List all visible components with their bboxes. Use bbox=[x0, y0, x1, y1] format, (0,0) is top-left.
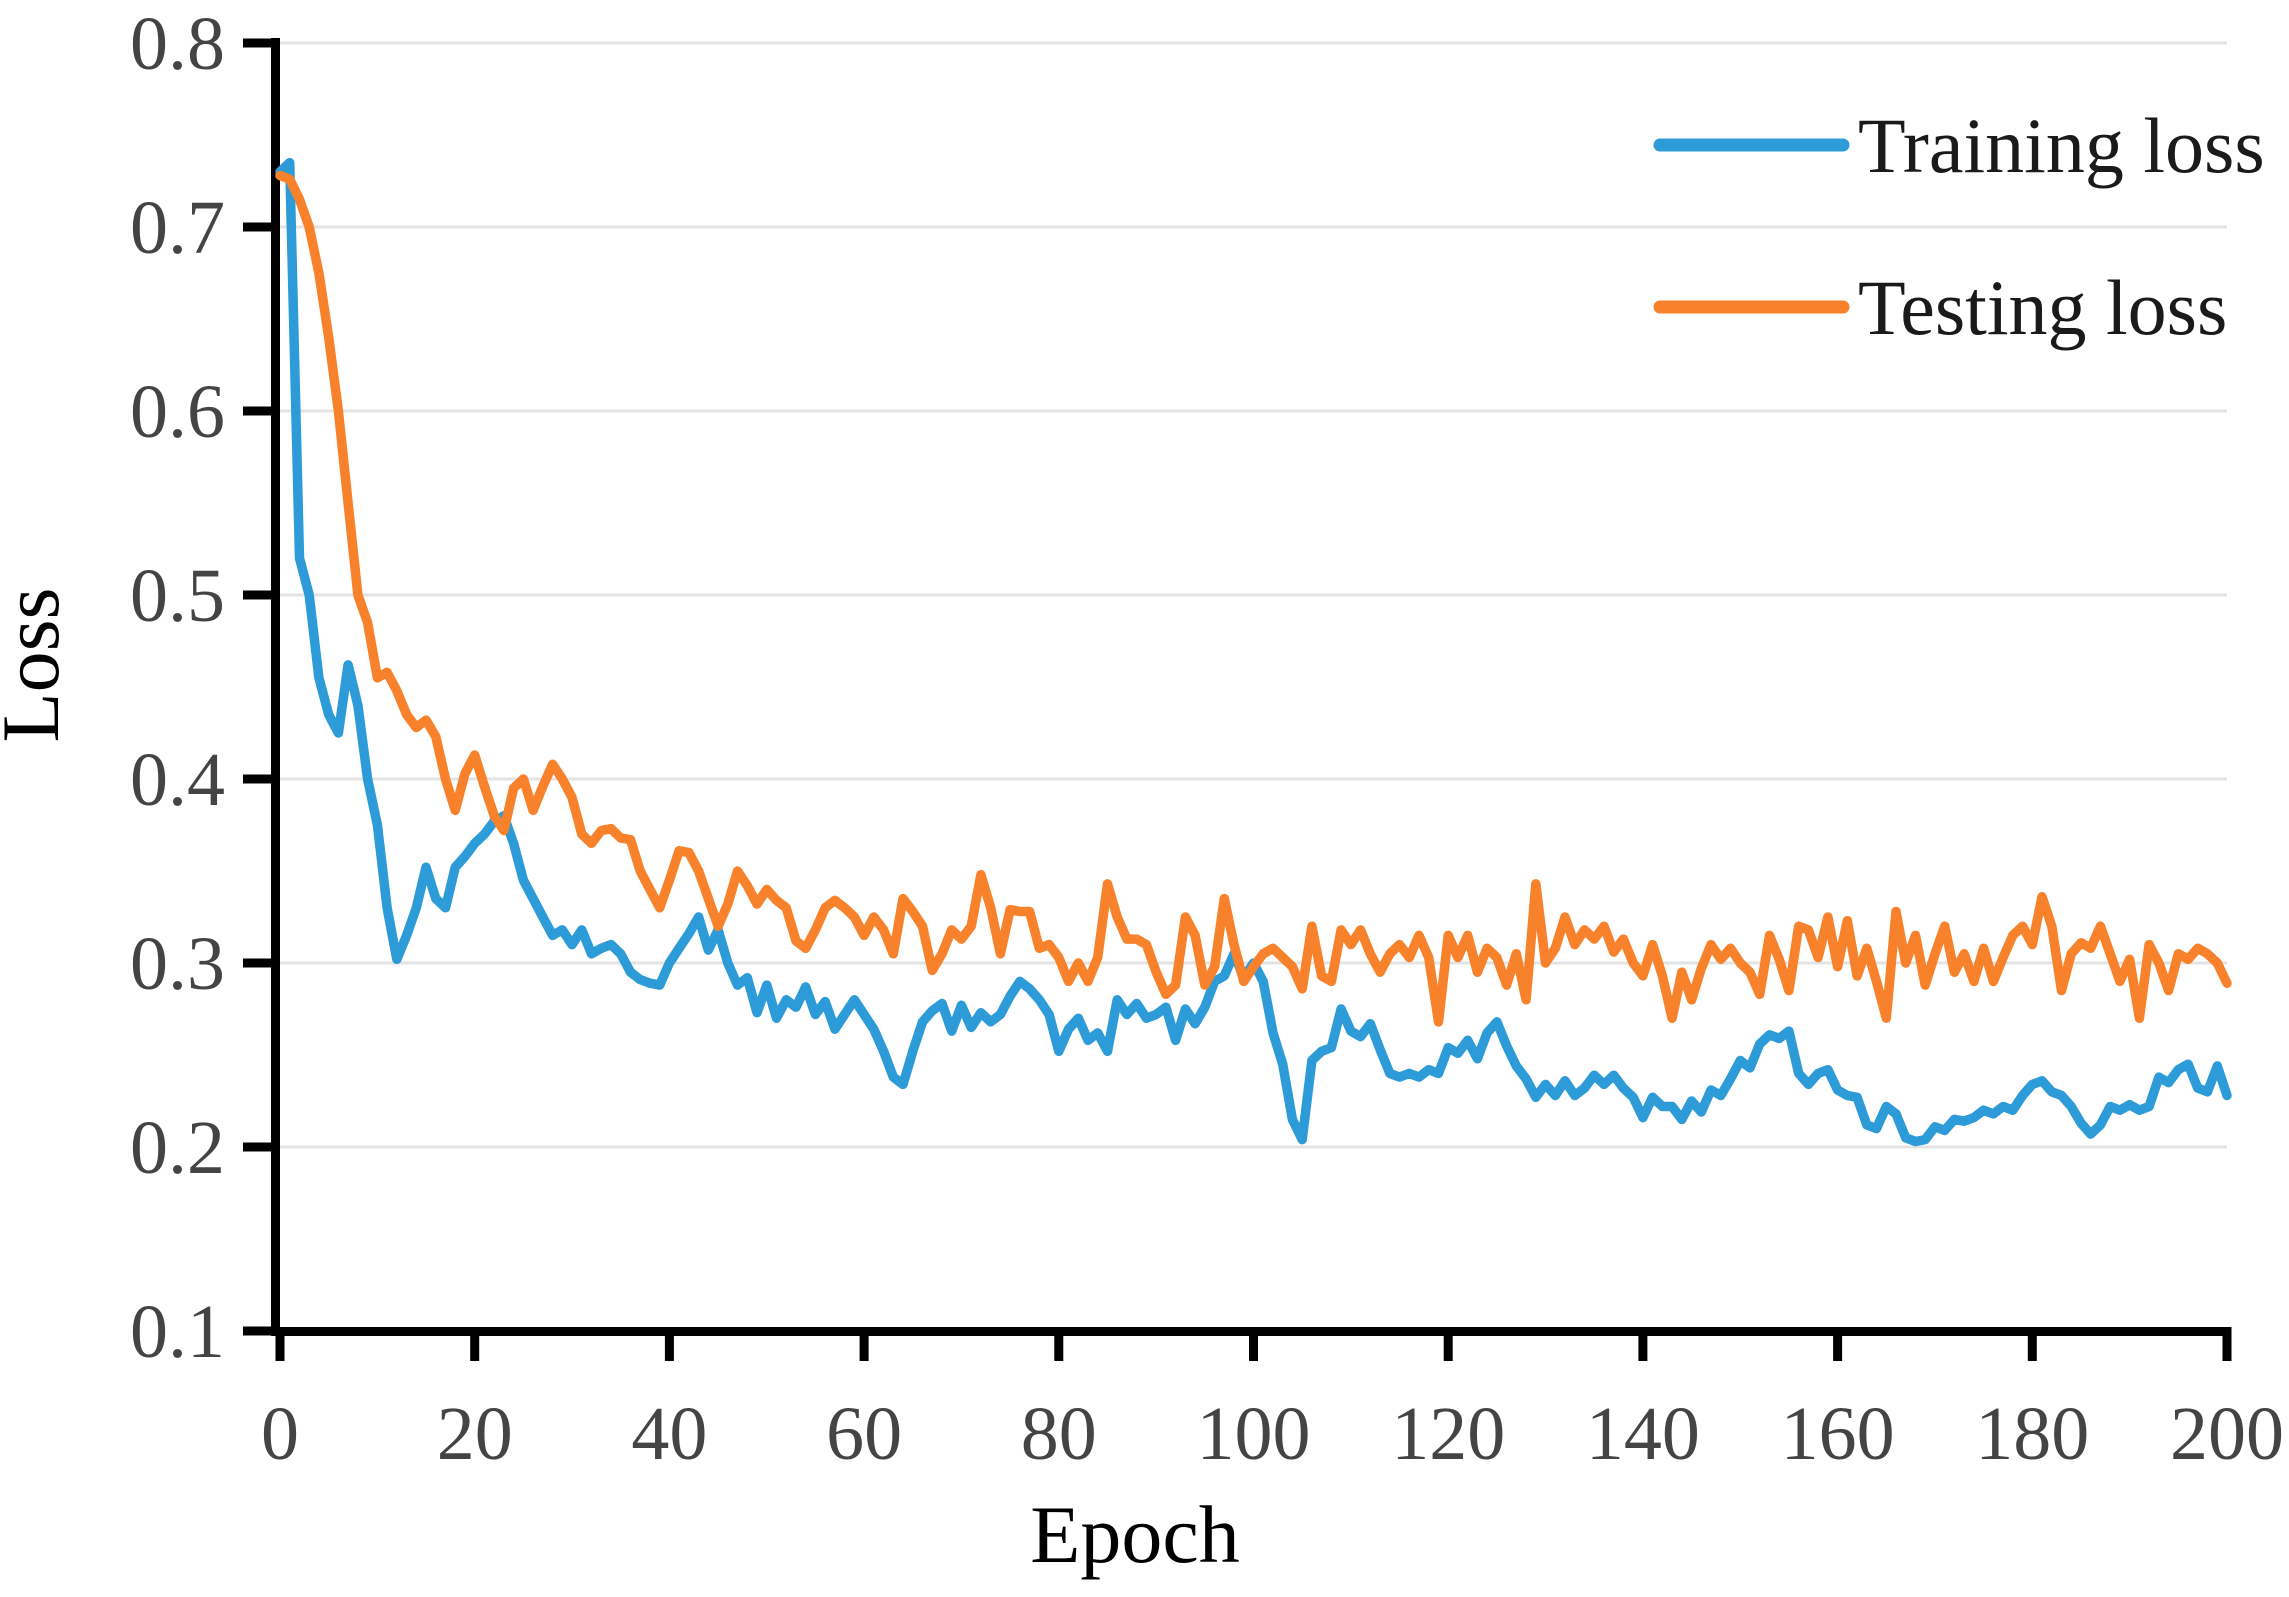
y-tick-label: 0.6 bbox=[130, 370, 225, 454]
y-tick-label: 0.2 bbox=[130, 1106, 225, 1190]
x-tick-label: 120 bbox=[1391, 1392, 1505, 1476]
tick-labels: 0.8 0.7 0.6 0.5 0.4 0.3 0.2 0.1 0 20 40 60 80 100 120 1… bbox=[130, 2, 2284, 1476]
series-lines bbox=[275, 157, 2232, 1147]
x-tick-label: 40 bbox=[631, 1392, 707, 1476]
y-tick-label: 0.5 bbox=[130, 554, 225, 638]
series-line-testing bbox=[275, 170, 2232, 1027]
x-tick-label: 60 bbox=[826, 1392, 902, 1476]
x-axis-title: Epoch bbox=[1030, 1489, 1239, 1580]
x-tick-label: 180 bbox=[1975, 1392, 2089, 1476]
y-tick-label: 0.1 bbox=[130, 1290, 225, 1374]
gridlines bbox=[280, 41, 2227, 1149]
legend-training-label: Training loss bbox=[1858, 102, 2265, 189]
y-tick-label: 0.8 bbox=[130, 2, 225, 86]
y-tick-label: 0.4 bbox=[130, 738, 225, 822]
x-tick-label: 160 bbox=[1781, 1392, 1895, 1476]
x-tick-label: 80 bbox=[1021, 1392, 1097, 1476]
x-tick-label: 140 bbox=[1586, 1392, 1700, 1476]
axes bbox=[243, 38, 2232, 1361]
y-axis-title: Loss bbox=[0, 588, 76, 743]
x-tick-label: 20 bbox=[437, 1392, 513, 1476]
x-tick-label: 0 bbox=[261, 1392, 299, 1476]
x-tick-label: 200 bbox=[2170, 1392, 2284, 1476]
y-tick-label: 0.3 bbox=[130, 922, 225, 1006]
legend: Training loss Testing loss bbox=[1653, 102, 2265, 351]
legend-testing-label: Testing loss bbox=[1858, 264, 2227, 351]
x-tick-label: 100 bbox=[1197, 1392, 1311, 1476]
y-tick-label: 0.7 bbox=[130, 186, 225, 270]
